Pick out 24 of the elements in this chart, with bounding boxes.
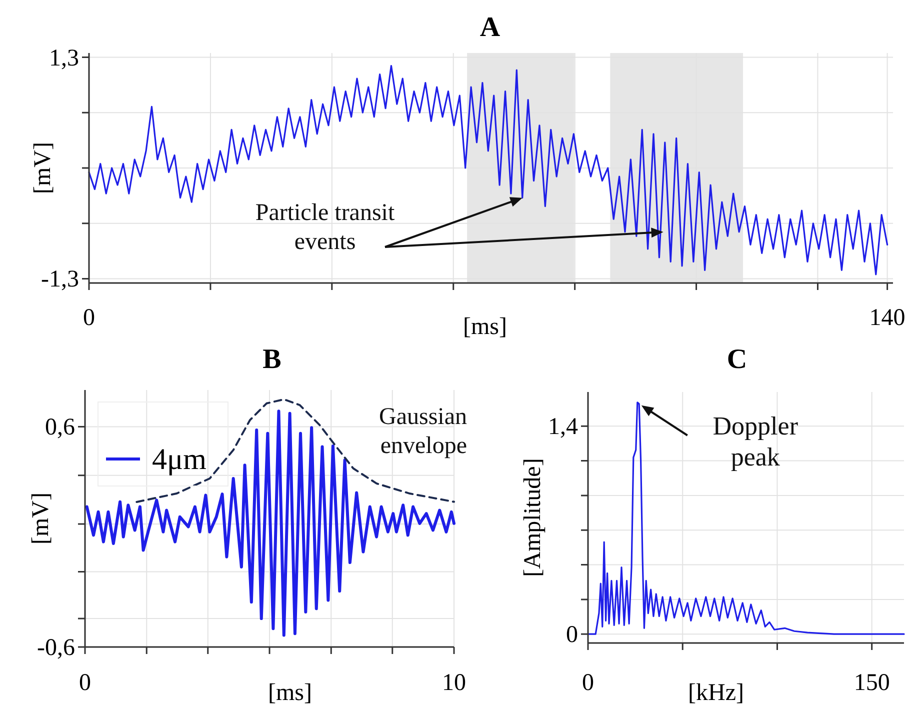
x-axis-title: [kHz]: [688, 680, 744, 705]
x-axis-title: [ms]: [268, 680, 312, 705]
y-axis-title: [mV]: [28, 492, 54, 544]
annotation: Gaussian envelope: [379, 404, 467, 459]
y-tick-label: -1,3: [41, 266, 79, 293]
y-axis-title: [Amplitude]: [520, 458, 546, 577]
chart-title: C: [726, 344, 748, 375]
y-tick-label: 0,6: [45, 414, 75, 441]
y-tick-label: 1,3: [49, 45, 79, 72]
chart-title: A: [480, 12, 501, 43]
line-series: [587, 402, 905, 635]
y-tick-label: 1,4: [548, 414, 578, 440]
annotation: Doppler peak: [712, 411, 798, 472]
y-tick-label: -0,6: [37, 635, 75, 661]
y-axis-title: [mV]: [30, 142, 56, 194]
x-tick-label: 0: [582, 670, 594, 696]
x-tick-label: 10: [442, 670, 466, 696]
annotation: Particle transit events: [255, 200, 395, 255]
line-series: [88, 64, 888, 276]
x-tick-label: 150: [854, 670, 890, 696]
x-tick-label: 140: [869, 305, 906, 331]
chart-title: B: [262, 344, 282, 375]
legend-label: 4μm: [152, 443, 206, 476]
x-axis-title: [ms]: [463, 314, 507, 340]
